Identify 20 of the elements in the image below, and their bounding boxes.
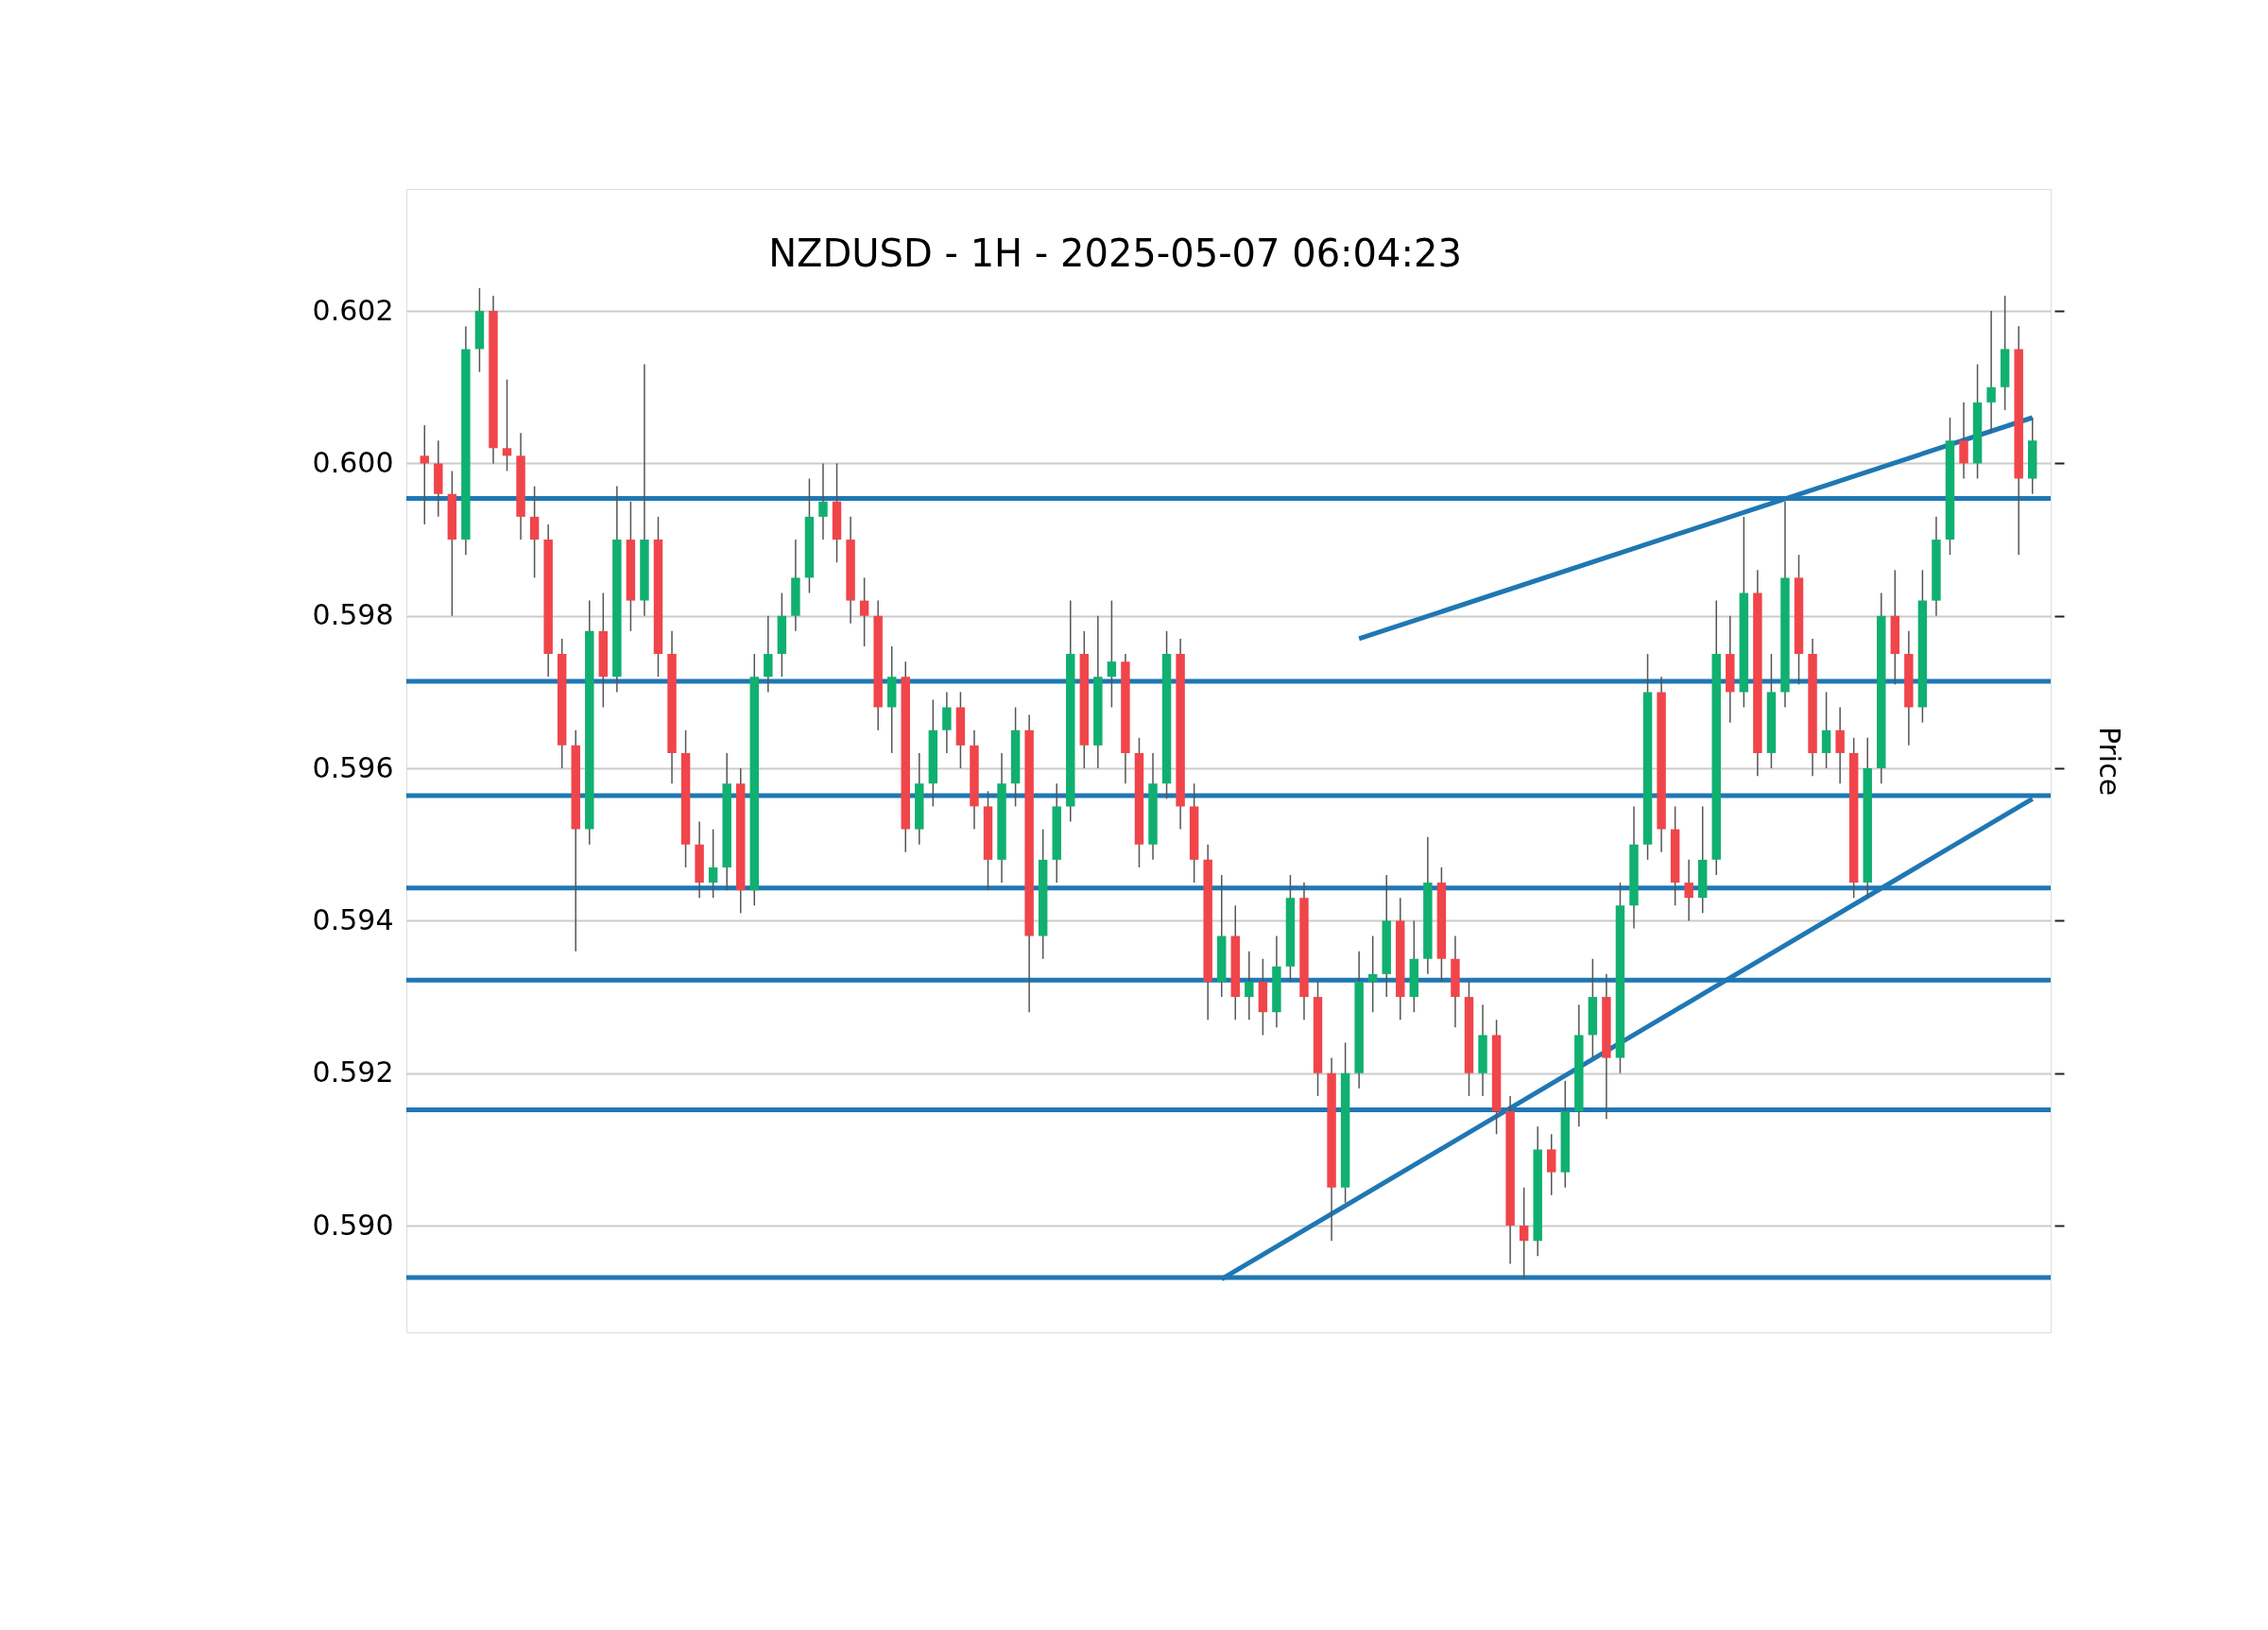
candlestick bbox=[1367, 935, 1378, 1013]
y-tick-label: 0.596 bbox=[312, 750, 394, 784]
candlestick bbox=[420, 424, 429, 525]
y-tick-label: 0.590 bbox=[312, 1208, 394, 1242]
candlestick bbox=[708, 828, 718, 899]
y-tick-label: 0.592 bbox=[312, 1055, 394, 1090]
y-tick-label: 0.600 bbox=[312, 445, 394, 479]
candlestick bbox=[1684, 859, 1693, 922]
y-tick-label: 0.598 bbox=[312, 598, 394, 632]
candlestick bbox=[1519, 1186, 1529, 1280]
candlestick bbox=[502, 378, 512, 472]
y-axis-title: Price bbox=[2092, 726, 2126, 797]
candlestick bbox=[1107, 599, 1117, 709]
candlestick bbox=[1986, 310, 1996, 434]
candlestick bbox=[1245, 950, 1254, 1021]
text: NZDUSD - 1H - 2025-05-07 06:04:23 bbox=[768, 232, 1462, 275]
y-tick-label: 0.594 bbox=[312, 902, 394, 936]
candlestick bbox=[818, 462, 828, 540]
candlestick bbox=[859, 576, 869, 647]
y-tick-label: 0.602 bbox=[312, 293, 394, 327]
